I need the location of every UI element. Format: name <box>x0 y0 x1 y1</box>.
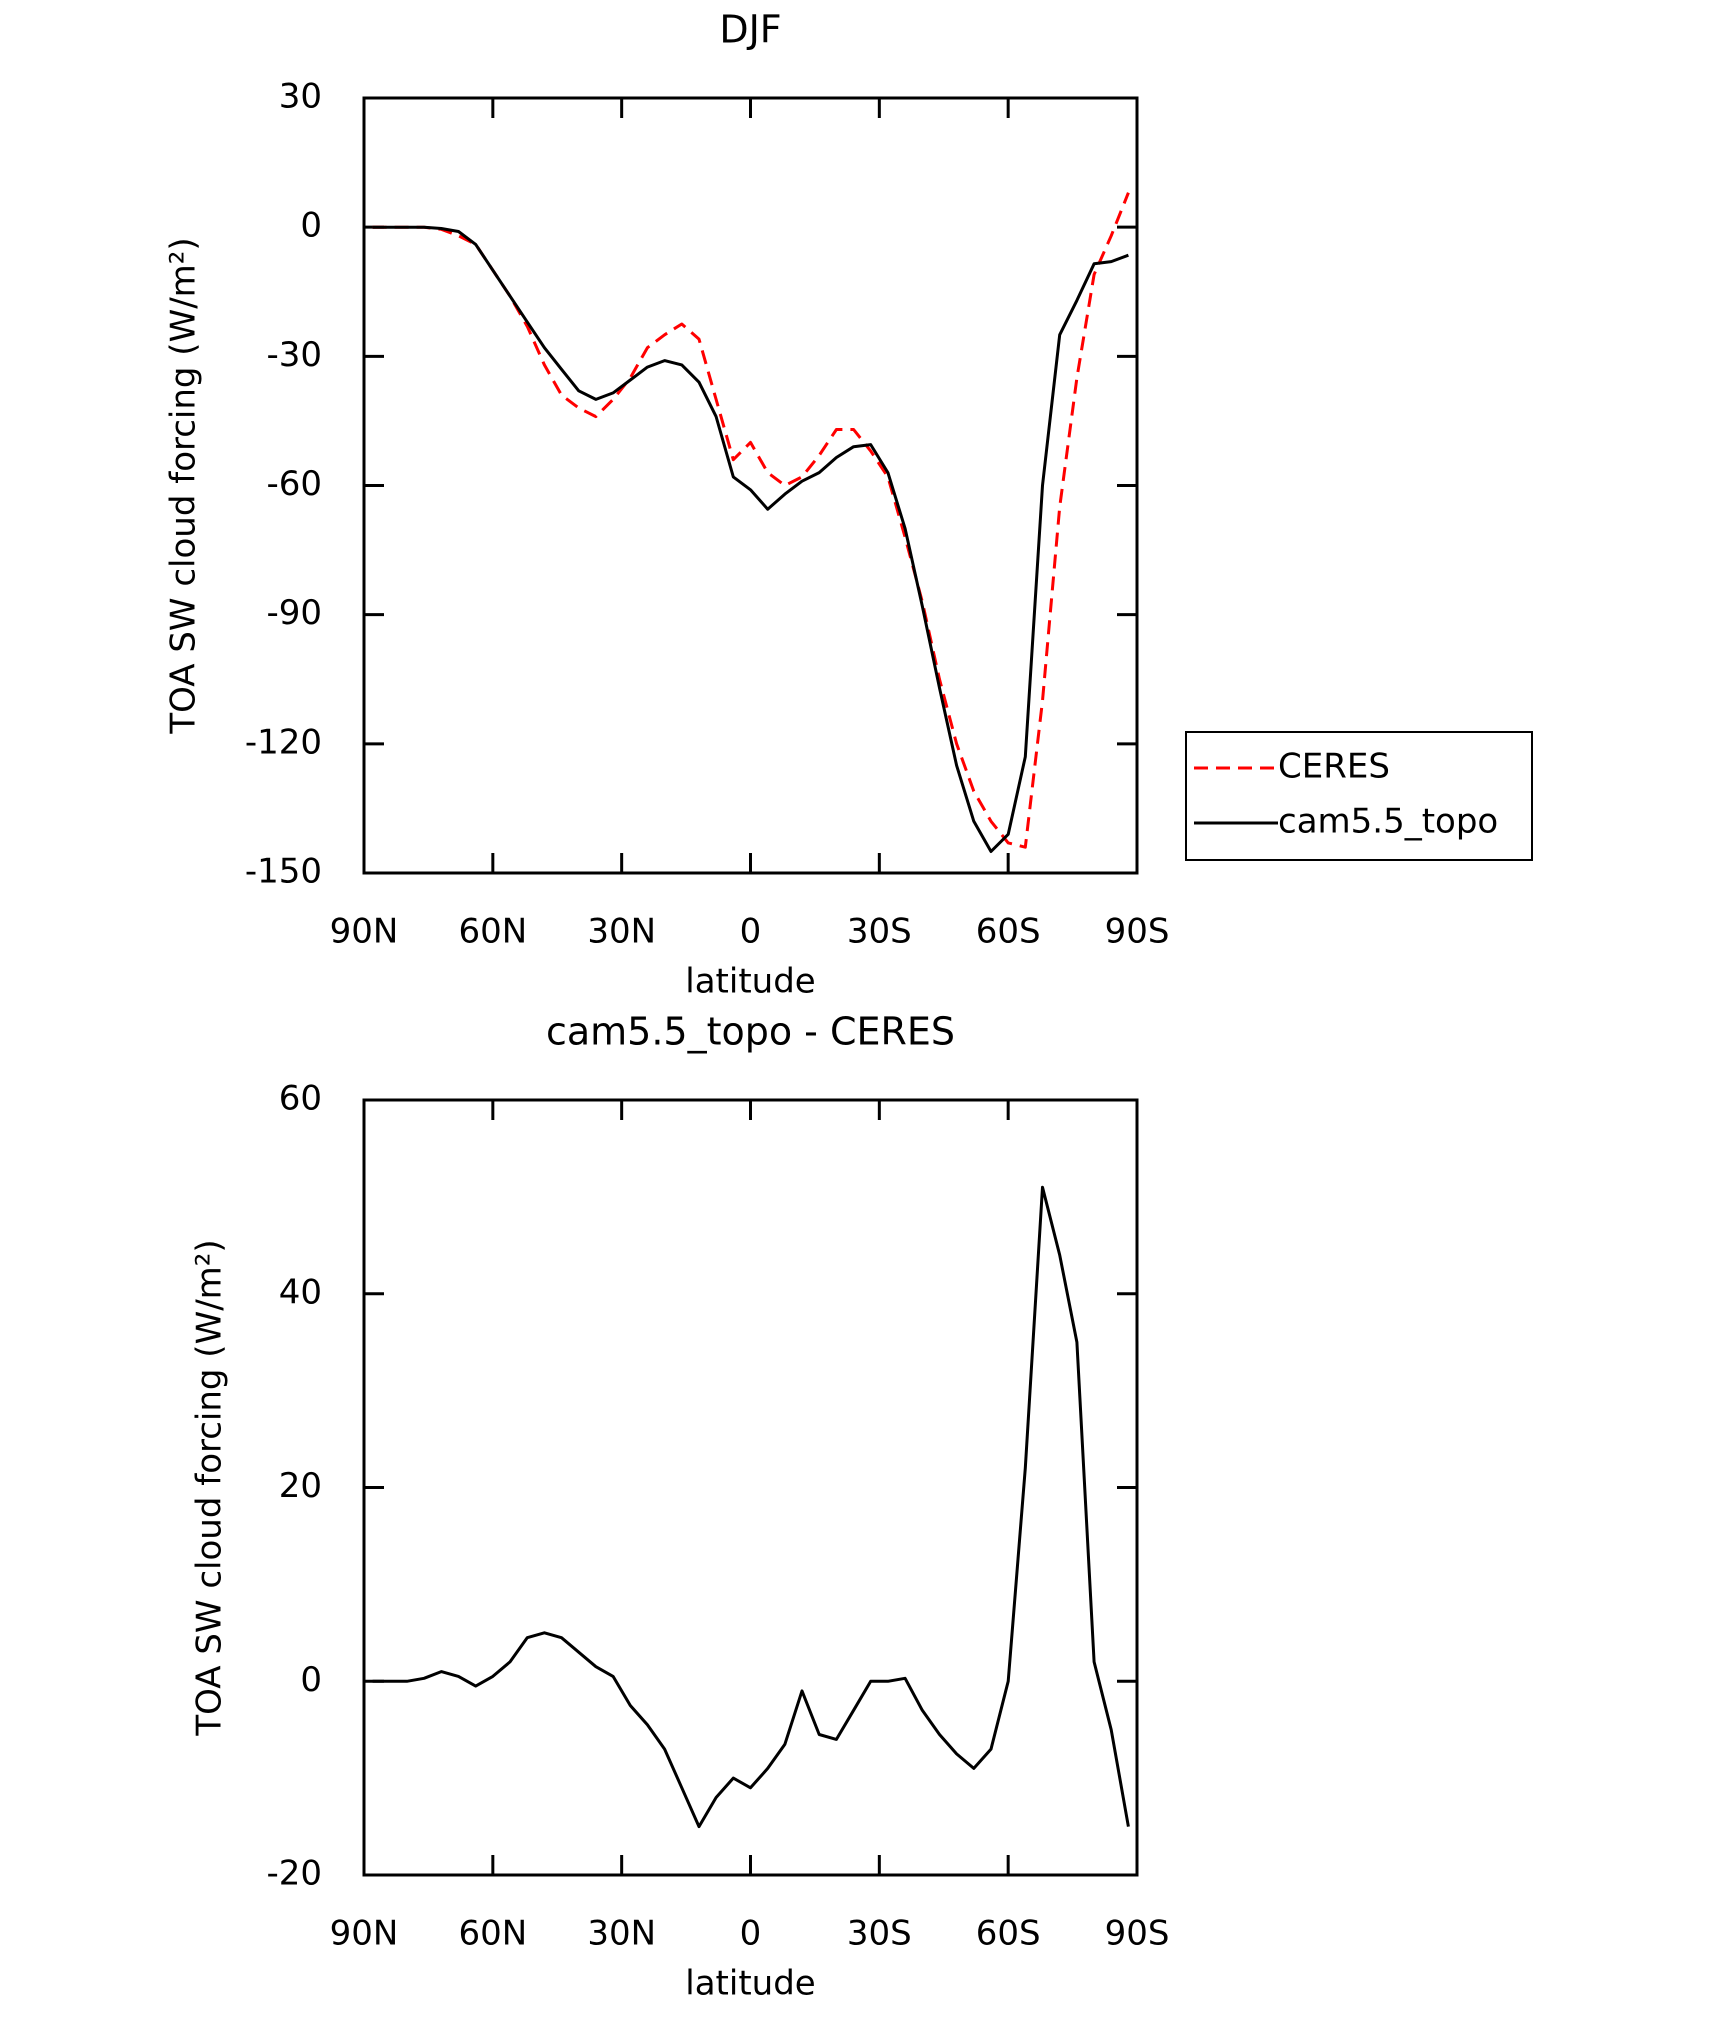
x-tick-label: 60N <box>458 912 527 952</box>
x-tick-label: 0 <box>740 912 762 952</box>
x-tick-label: 90S <box>1105 912 1170 952</box>
y-tick-label: 40 <box>279 1272 322 1312</box>
legend-label: cam5.5_topo <box>1278 802 1498 842</box>
y-tick-label: 20 <box>279 1466 322 1506</box>
y-tick-label: -30 <box>266 335 322 375</box>
y-tick-label: 60 <box>279 1079 322 1119</box>
y-axis-label: TOA SW cloud forcing (W/m²) <box>190 1239 230 1736</box>
y-tick-label: -150 <box>245 852 322 892</box>
y-tick-label: -120 <box>245 722 322 762</box>
plot-frame <box>362 96 1139 875</box>
y-tick-label: 30 <box>279 77 322 117</box>
x-tick-label: 60S <box>976 1914 1041 1954</box>
plot-frame <box>362 1098 1139 1877</box>
y-tick-label: -90 <box>266 593 322 633</box>
x-tick-label: 30N <box>587 912 656 952</box>
x-tick-label: 90N <box>330 1914 399 1954</box>
x-tick-label: 30N <box>587 1914 656 1954</box>
x-tick-label: 30S <box>847 1914 912 1954</box>
y-axis-label: TOA SW cloud forcing (W/m²) <box>164 237 204 734</box>
legend-box <box>1185 731 1533 861</box>
x-tick-label: 90N <box>330 912 399 952</box>
x-axis-label: latitude <box>685 1964 815 2004</box>
y-tick-label: -20 <box>266 1854 322 1894</box>
y-tick-label: 0 <box>300 1660 322 1700</box>
x-tick-label: 60N <box>458 1914 527 1954</box>
data-line <box>372 1185 1130 1829</box>
chart-title: DJF <box>719 8 781 52</box>
y-tick-label: 0 <box>300 206 322 246</box>
y-tick-label: -60 <box>266 464 322 504</box>
data-line <box>372 225 1129 853</box>
x-tick-label: 60S <box>976 912 1041 952</box>
x-tick-label: 90S <box>1105 1914 1170 1954</box>
legend-label: CERES <box>1278 747 1390 787</box>
data-line <box>372 192 1130 849</box>
x-tick-label: 30S <box>847 912 912 952</box>
x-tick-label: 0 <box>740 1914 762 1954</box>
chart-title: cam5.5_topo - CERES <box>546 1010 955 1054</box>
x-axis-label: latitude <box>685 962 815 1002</box>
